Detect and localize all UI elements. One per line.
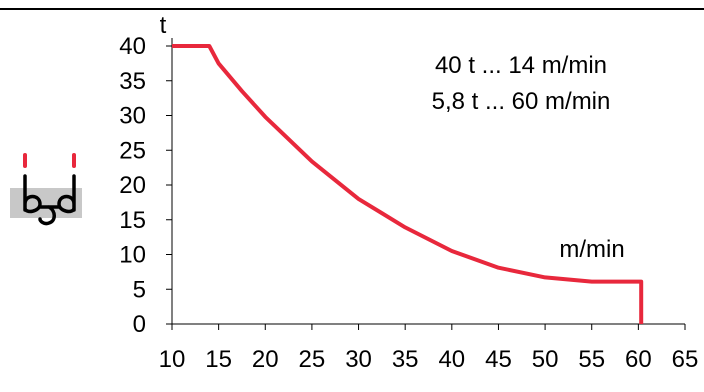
- y-tick-label: 20: [119, 172, 146, 199]
- x-tick-label: 35: [392, 346, 419, 373]
- y-tick-label: 15: [119, 207, 146, 234]
- annotation-min-load: 5,8 t ... 60 m/min: [432, 88, 611, 115]
- y-tick-label: 10: [119, 242, 146, 269]
- series-layer: [172, 44, 644, 324]
- x-tick-label: 55: [578, 346, 605, 373]
- x-tick-label: 15: [205, 346, 232, 373]
- y-axis-label: t: [160, 12, 167, 39]
- x-axis-label: m/min: [559, 236, 624, 263]
- y-tick-label: 30: [119, 103, 146, 130]
- y-tick-label: 40: [119, 33, 146, 60]
- top-rule: [0, 8, 704, 10]
- x-tick-label: 10: [159, 346, 186, 373]
- x-tick-label: 20: [252, 346, 279, 373]
- x-tick-label: 30: [345, 346, 372, 373]
- y-tick-label: 0: [133, 311, 146, 338]
- x-axis-ticks: 10 15 20 25 30 35 40 45 50 55 60 65: [159, 324, 699, 373]
- y-tick-label: 35: [119, 68, 146, 95]
- x-tick-label: 65: [672, 346, 699, 373]
- y-tick-label: 25: [119, 137, 146, 164]
- y-axis-ticks: 0 5 10 15 20 25 30 35 40: [119, 33, 172, 338]
- crane-hook-icon: [10, 153, 82, 226]
- load-speed-curve: [172, 44, 644, 324]
- hook-icon-background: [10, 188, 82, 218]
- x-tick-label: 40: [438, 346, 465, 373]
- x-tick-label: 50: [532, 346, 559, 373]
- annotation-max-load: 40 t ... 14 m/min: [435, 52, 607, 79]
- x-tick-label: 25: [299, 346, 326, 373]
- x-tick-label: 45: [485, 346, 512, 373]
- x-tick-label: 60: [625, 346, 652, 373]
- y-tick-label: 5: [133, 276, 146, 303]
- hook-icon-outline: [23, 174, 76, 226]
